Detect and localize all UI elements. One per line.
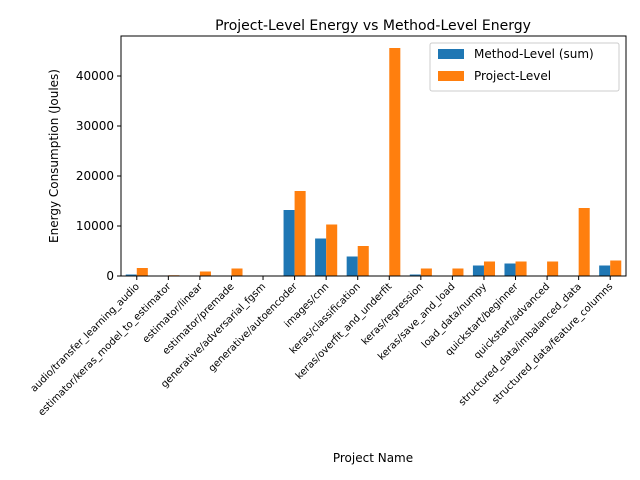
x-tick-label-1: estimator/keras_model_to_estimator (36, 281, 174, 419)
bar-method-level-7 (346, 256, 358, 276)
y-tick-label-3: 30000 (76, 119, 114, 133)
bar-project-level-11 (483, 261, 496, 276)
x-axis: audio/transfer_learning_audioestimator/k… (29, 276, 615, 419)
bar-project-level-5 (294, 191, 306, 276)
bar-project-level-8 (389, 48, 401, 276)
bar-method-level-15 (599, 265, 611, 276)
bar-method-level-9 (409, 274, 421, 276)
bar-project-level-7 (357, 246, 369, 276)
chart-title: Project-Level Energy vs Method-Level Ene… (215, 18, 531, 34)
y-axis-label: Energy Consumption (Joules) (47, 69, 61, 243)
bar-method-level-6 (315, 238, 327, 276)
y-tick-label-1: 10000 (76, 219, 114, 233)
legend-label-project-level: Project-Level (474, 69, 551, 83)
bar-method-level-5 (283, 210, 295, 276)
legend-label-method-level: Method-Level (sum) (474, 47, 594, 61)
bar-project-level-2 (199, 271, 211, 276)
bar-method-level-11 (472, 265, 484, 276)
bar-project-level-0 (136, 268, 148, 276)
bar-method-level-0 (125, 274, 137, 276)
bar-project-level-15 (610, 260, 622, 276)
y-tick-label-2: 20000 (76, 169, 114, 183)
legend: Method-Level (sum) Project-Level (429, 42, 620, 92)
bar-project-level-6 (326, 224, 338, 276)
bar-project-level-3 (231, 268, 243, 276)
x-axis-label: Project Name (333, 451, 413, 465)
plot-frame (120, 35, 627, 277)
y-axis: 0 10000 20000 30000 40000 (76, 69, 121, 283)
bars (125, 48, 622, 276)
y-tick-label-4: 40000 (76, 69, 114, 83)
legend-box (429, 42, 620, 92)
bar-project-level-12 (515, 261, 527, 276)
bar-project-level-9 (420, 268, 432, 276)
legend-swatch-project-level (438, 71, 464, 81)
legend-swatch-method-level (438, 49, 464, 59)
bar-method-level-12 (504, 263, 516, 276)
bar-project-level-14 (578, 208, 590, 276)
bar-project-level-10 (452, 268, 464, 276)
y-tick-label-0: 0 (106, 269, 114, 283)
bar-project-level-13 (547, 261, 559, 276)
x-tick-label-0: audio/transfer_learning_audio (29, 281, 142, 394)
